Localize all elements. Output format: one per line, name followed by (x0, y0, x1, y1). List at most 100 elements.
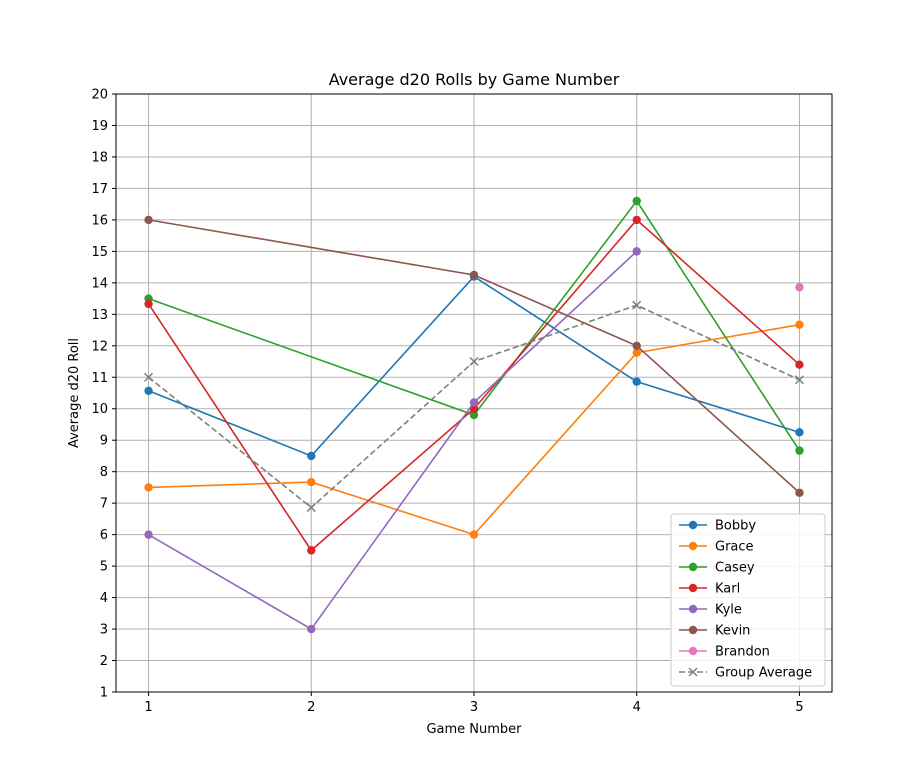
legend-marker (688, 667, 698, 677)
legend-label: Karl (715, 582, 740, 597)
series-line-kevin (148, 219, 800, 494)
data-point-casey (632, 196, 641, 206)
y-tick-label: 11 (91, 371, 108, 386)
legend-item-casey: Casey (679, 561, 755, 576)
x-axis: 1 2 3 4 5 (144, 692, 804, 715)
data-point-group-average (469, 356, 479, 367)
data-point-group-average (144, 372, 154, 382)
y-tick-label: 17 (91, 182, 108, 197)
data-point-kevin (795, 488, 804, 497)
y-tick-label: 5 (100, 560, 108, 575)
legend-box (670, 513, 826, 687)
legend-marker (688, 541, 698, 551)
y-tick-label: 19 (91, 119, 108, 134)
legend-marker (688, 604, 698, 614)
legend-item-bobby: Bobby (679, 519, 756, 534)
data-point-karl (795, 360, 804, 369)
marker-stroke (306, 503, 316, 513)
y-tick-label: 7 (100, 497, 108, 512)
data-point-bobby (144, 386, 153, 395)
data-point-kevin (632, 341, 641, 350)
x-tick-label: 1 (144, 700, 152, 715)
data-point-group-average (306, 503, 316, 513)
legend-marker (688, 583, 698, 593)
x-tick-label: 3 (470, 700, 478, 715)
y-tick-label: 3 (100, 623, 108, 638)
data-point-karl (632, 215, 641, 225)
legend-item-karl: Karl (679, 582, 740, 597)
data-point-casey (795, 446, 804, 455)
y-tick-label: 18 (91, 150, 108, 165)
data-point-grace (469, 530, 479, 539)
marker-stroke (794, 375, 804, 385)
y-tick-label: 2 (100, 654, 108, 669)
y-tick-label: 4 (100, 591, 108, 606)
marker-stroke (144, 372, 154, 382)
marker-stroke (632, 300, 642, 310)
y-axis-label: Average d20 Roll (67, 338, 82, 448)
y-tick-label: 12 (91, 339, 108, 354)
x-tick-label: 2 (307, 700, 315, 715)
legend-item-grace: Grace (679, 540, 754, 555)
marker-stroke (688, 667, 698, 677)
legend-item-kyle: Kyle (679, 603, 742, 618)
y-tick-label: 8 (100, 465, 108, 480)
y-tick-label: 9 (100, 434, 108, 449)
legend-item-group-average: Group Average (679, 666, 812, 681)
legend-marker (688, 520, 698, 530)
legend-label: Bobby (715, 519, 756, 534)
legend-label: Casey (715, 561, 755, 576)
data-point-grace (795, 320, 804, 329)
legend-marker (688, 562, 698, 572)
data-point-kyle (469, 398, 479, 407)
data-point-bobby (632, 377, 641, 386)
y-tick-label: 15 (91, 245, 108, 260)
chart-title: Average d20 Rolls by Game Number (329, 70, 620, 89)
legend-label: Kyle (715, 603, 742, 618)
data-point-kevin (144, 215, 153, 225)
legend-label: Grace (715, 540, 754, 555)
x-axis-label: Game Number (426, 722, 522, 737)
series-line-kyle (148, 250, 638, 631)
data-point-kyle (632, 247, 641, 256)
legend-label: Brandon (715, 645, 770, 660)
legend-marker (688, 646, 698, 656)
legend: Bobby Grace Casey Karl Kyle Kevin Brandon Group… (670, 513, 826, 687)
data-point-casey (469, 410, 479, 420)
x-tick-label: 4 (633, 700, 641, 715)
legend-label: Group Average (715, 666, 812, 681)
series-kevin (144, 215, 804, 497)
data-point-grace (307, 477, 316, 487)
marker-stroke (469, 356, 479, 367)
y-tick-label: 14 (91, 276, 108, 291)
data-point-grace (144, 483, 153, 492)
series-line-casey (148, 199, 801, 452)
y-tick-label: 13 (91, 308, 108, 323)
y-tick-label: 16 (91, 213, 108, 228)
legend-marker (688, 625, 698, 635)
data-point-karl (307, 546, 316, 555)
data-point-karl (144, 299, 153, 309)
y-tick-label: 6 (100, 528, 108, 543)
data-point-kyle (307, 624, 316, 634)
series-group-average (144, 300, 804, 513)
legend-label: Kevin (715, 624, 750, 639)
legend-item-kevin: Kevin (679, 624, 750, 639)
data-point-bobby (795, 428, 804, 437)
series-brandon (795, 283, 804, 292)
data-point-group-average (794, 375, 804, 385)
y-tick-label: 1 (100, 686, 108, 701)
data-point-kyle (144, 530, 153, 539)
legend-item-brandon: Brandon (679, 645, 770, 660)
data-point-brandon (795, 283, 804, 292)
y-tick-label: 20 (91, 88, 108, 103)
y-tick-label: 10 (91, 402, 108, 417)
data-point-grace (632, 348, 641, 357)
series-grace (144, 320, 804, 539)
data-point-group-average (632, 300, 642, 310)
data-point-kevin (469, 270, 479, 280)
data-point-bobby (307, 451, 316, 461)
series-layer (144, 196, 804, 634)
